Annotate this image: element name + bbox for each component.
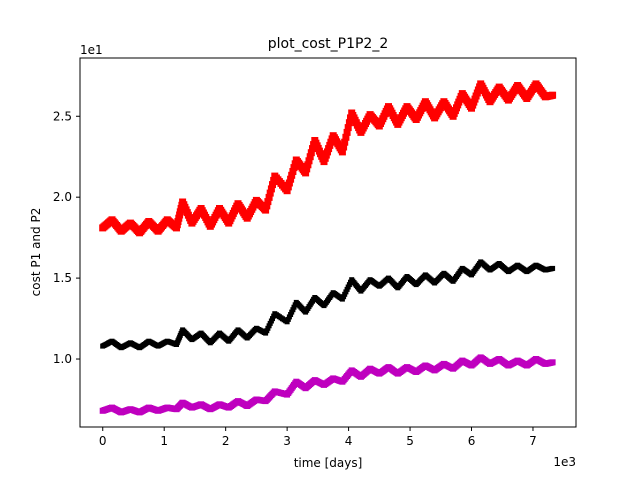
data-point [302,169,310,177]
data-point [549,91,557,99]
data-point [345,119,353,127]
data-point [340,143,348,151]
x-tick-label: 4 [345,434,353,448]
data-point [288,171,296,179]
data-point [267,185,275,193]
x-axis-ticks: 0 1 2 3 4 5 6 7 [99,427,537,448]
data-point [341,138,349,146]
x-tick-label: 7 [529,434,537,448]
data-point [309,145,316,153]
data-point [306,153,314,161]
data-point [269,181,276,189]
y-tick-label: 1.5 [53,271,72,285]
x-tick-label: 0 [99,434,107,448]
data-point [344,124,352,132]
y-axis-label: cost P1 and P2 [29,208,43,297]
data-point [287,175,295,183]
data-point [289,168,297,175]
data-point [265,193,273,201]
series-0 [99,80,557,237]
x-axis-offset-label: 1e3 [553,455,576,469]
data-point [283,187,291,195]
data-point [266,189,274,197]
plot-frame [79,57,577,428]
y-axis-offset-label: 1e1 [80,43,103,57]
y-axis-ticks: 1.0 1.5 2.0 2.5 [53,109,80,366]
data-point [343,128,351,136]
data-point [304,161,312,169]
data-point [303,165,311,173]
data-point [549,359,556,366]
data-point [290,164,298,172]
data-point [264,198,272,206]
data-point [262,206,270,214]
data-point [263,202,271,210]
data-point [305,157,313,165]
series-2 [99,354,556,416]
data-point [285,179,293,187]
data-point [338,148,346,156]
x-tick-label: 3 [283,434,291,448]
y-tick-label: 1.0 [53,352,72,366]
data-point [307,149,315,157]
data-point [342,133,350,141]
chart-title: plot_cost_P1P2_2 [268,36,388,52]
x-axis-label: time [days] [294,456,363,470]
plot-marks [99,80,557,416]
x-tick-label: 1 [160,434,168,448]
y-tick-label: 2.5 [53,109,72,123]
x-tick-label: 6 [468,434,476,448]
data-point [550,265,556,271]
x-tick-label: 5 [406,434,414,448]
data-point [284,183,292,191]
x-tick-label: 2 [222,434,230,448]
y-tick-label: 2.0 [53,190,72,204]
series-1 [100,259,556,351]
